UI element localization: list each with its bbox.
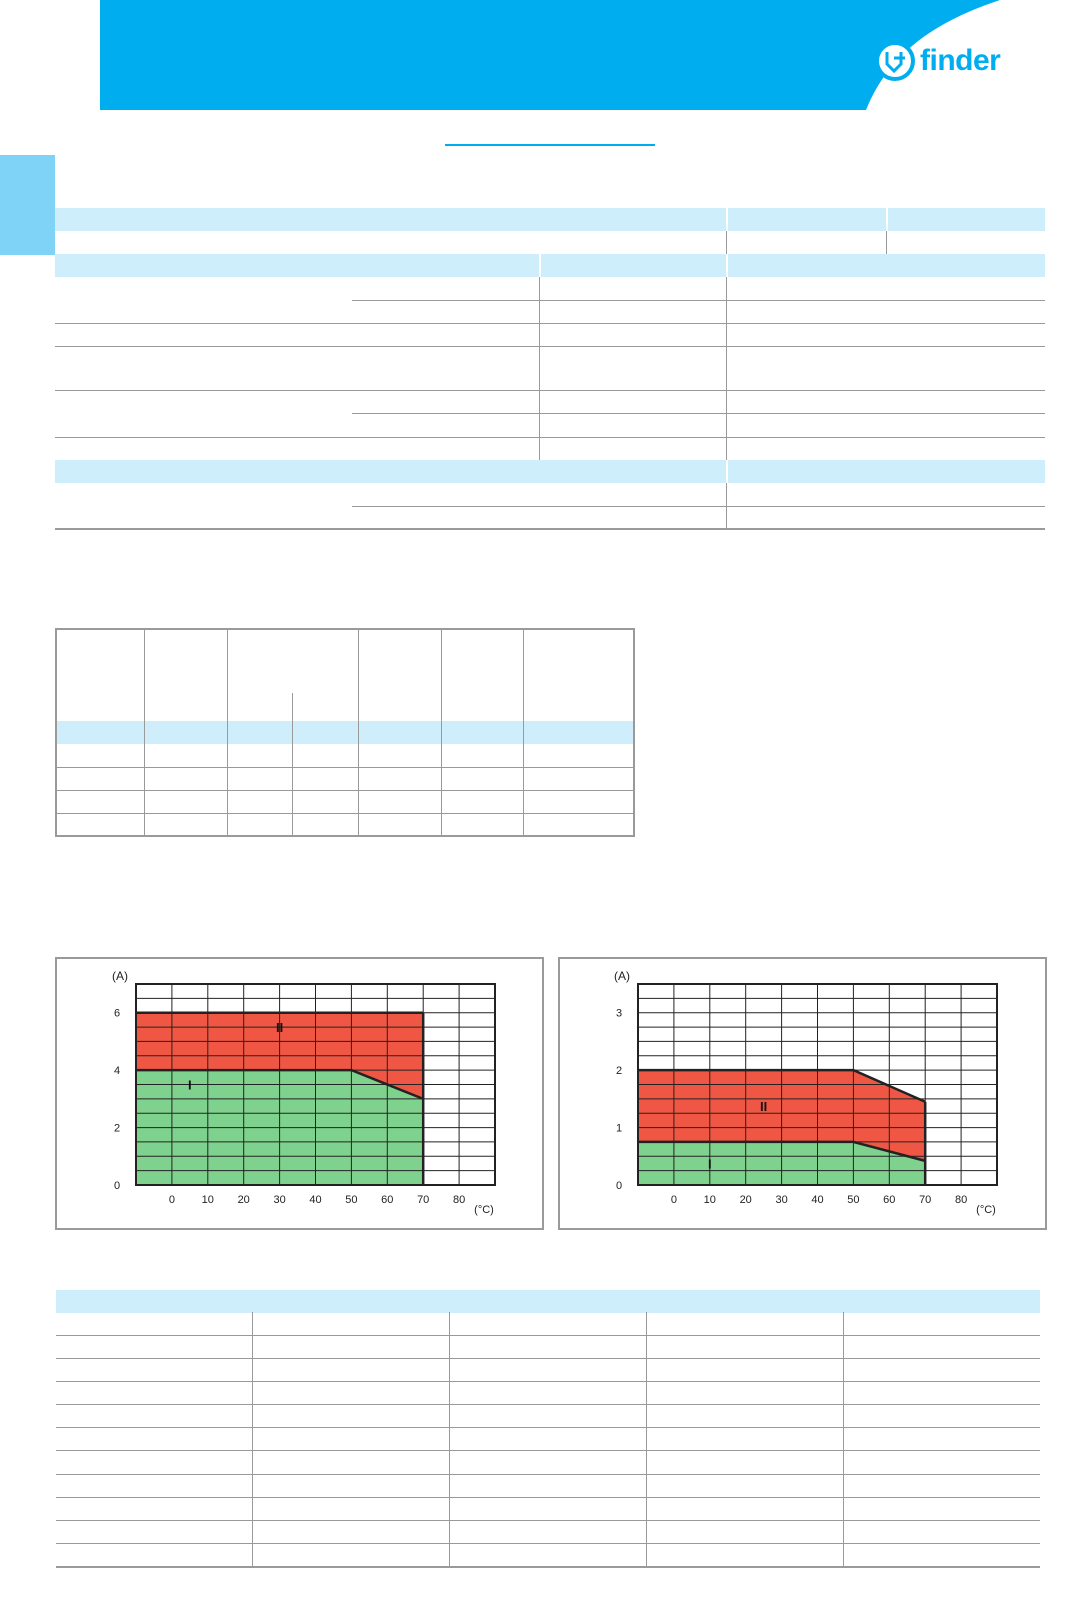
series-line-II [638,1068,926,1103]
x-tick-label: 80 [453,1194,465,1206]
y-tick-label: 0 [114,1180,120,1192]
x-tick-label: 0 [671,1194,677,1206]
y-tick-label: 2 [616,1065,622,1077]
x-tick-label: 60 [883,1194,895,1206]
x-tick-label: 10 [704,1194,716,1206]
series-line-I [638,1140,926,1163]
y-tick-label: 2 [114,1123,120,1135]
x-tick-label: 70 [919,1194,931,1206]
y-tick-label: 6 [114,1008,120,1020]
series-label-II: II [760,1099,767,1114]
finder-logo: finder [874,40,1001,82]
y-tick-label: 4 [114,1065,120,1077]
finder-logo-icon [875,41,915,81]
x-axis-label: (°C) [976,1204,996,1216]
plot-border [637,983,998,1186]
x-tick-label: 30 [775,1194,787,1206]
x-tick-label: 10 [202,1194,214,1206]
y-tick-label: 0 [616,1180,622,1192]
chart-frame-1 [55,957,544,1230]
side-tab [0,155,55,255]
series-line-I [136,1068,424,1101]
x-tick-label: 20 [740,1194,752,1206]
chart-frame-2 [558,957,1047,1230]
y-tick-label: 1 [616,1123,622,1135]
y-tick-label: 3 [616,1008,622,1020]
x-tick-label: 80 [955,1194,967,1206]
plot-border [135,983,496,1186]
x-axis-label: (°C) [474,1204,494,1216]
x-tick-label: 20 [238,1194,250,1206]
x-tick-label: 0 [169,1194,175,1206]
y-axis-label: (A) [614,969,630,983]
x-tick-label: 30 [273,1194,285,1206]
title-underline [445,144,655,146]
x-tick-label: 50 [847,1194,859,1206]
x-tick-label: 40 [811,1194,823,1206]
finder-logo-text: finder [920,44,1001,77]
series-label-I: I [708,1156,712,1171]
x-tick-label: 60 [381,1194,393,1206]
x-tick-label: 50 [345,1194,357,1206]
series-label-I: I [188,1078,192,1093]
series-label-II: II [276,1020,283,1035]
header-banner [100,0,1000,110]
x-tick-label: 40 [309,1194,321,1206]
x-tick-label: 70 [417,1194,429,1206]
y-axis-label: (A) [112,969,128,983]
